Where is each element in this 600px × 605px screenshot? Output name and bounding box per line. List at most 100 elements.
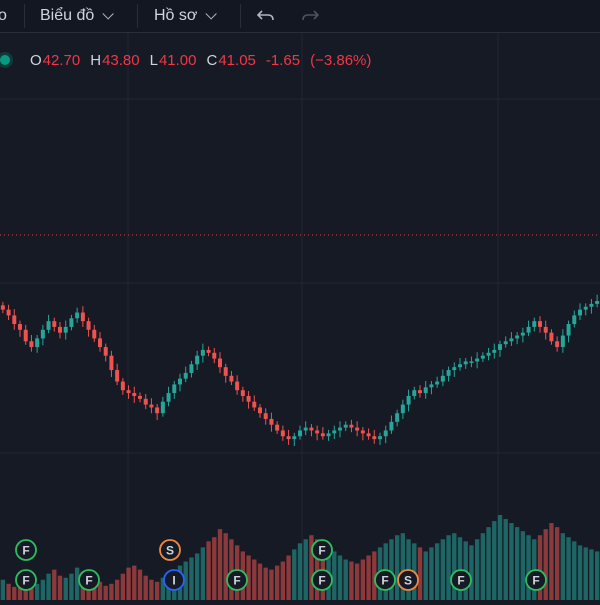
- volume-bar: [34, 583, 40, 600]
- candle-body: [52, 321, 57, 327]
- candle-body: [589, 303, 594, 307]
- event-marker-orange: [397, 569, 419, 591]
- candle-body: [200, 349, 205, 356]
- event-marker-green: [15, 569, 37, 591]
- volume-bar: [474, 539, 480, 600]
- candle-body: [560, 335, 565, 348]
- candle-body: [92, 329, 97, 339]
- candle-body: [229, 375, 234, 382]
- volume-bar: [337, 555, 343, 600]
- volume-bar: [309, 535, 314, 600]
- open-value: 42.70: [42, 51, 81, 69]
- candle-body: [583, 306, 588, 310]
- candle-body: [303, 427, 308, 431]
- event-marker-label: F: [233, 574, 240, 588]
- high-key: H: [90, 51, 102, 69]
- volume-bar: [160, 577, 166, 600]
- candle-body: [98, 338, 102, 348]
- volume-bar: [583, 547, 588, 600]
- volume-bar: [486, 527, 491, 600]
- volume-bar: [194, 553, 200, 600]
- candle-body: [572, 315, 577, 325]
- candle-body: [12, 315, 17, 325]
- candle-body: [435, 381, 440, 385]
- candle-body: [320, 433, 325, 437]
- volume-bar: [514, 527, 520, 600]
- volume-bar: [549, 523, 554, 600]
- profile-menu-button[interactable]: Hồ sơ: [154, 0, 218, 32]
- volume-bar: [292, 549, 297, 600]
- candle-body: [258, 407, 262, 414]
- volume-bar: [257, 563, 263, 600]
- close-value: 41.05: [218, 51, 256, 69]
- candle-body: [503, 341, 508, 345]
- volume-bar: [543, 529, 548, 600]
- event-marker-label: F: [22, 574, 29, 588]
- candle-body: [183, 372, 188, 379]
- volume-bar: [229, 539, 234, 600]
- volume-bar: [97, 581, 103, 600]
- candle-body: [498, 344, 502, 350]
- volume-bar: [120, 573, 126, 600]
- candle-body: [543, 326, 548, 333]
- volume-bar: [12, 586, 17, 600]
- candle-body: [160, 401, 165, 414]
- candle-body: [360, 430, 365, 434]
- candle-body: [292, 436, 297, 440]
- close-key: C: [206, 51, 218, 69]
- volume-bar: [114, 579, 120, 600]
- candle-body: [406, 395, 411, 405]
- candle-body: [532, 321, 537, 327]
- volume-bar: [246, 555, 251, 600]
- candle-body: [343, 424, 348, 428]
- event-marker-green: [450, 569, 472, 591]
- volume-bar: [560, 533, 566, 600]
- candle-body: [446, 370, 451, 376]
- volume-bar: [594, 551, 600, 600]
- candle-body: [115, 370, 120, 382]
- event-marker-label: S: [166, 544, 174, 558]
- candle-body: [246, 395, 251, 402]
- volume-bar: [469, 545, 474, 600]
- volume-bar: [280, 561, 286, 600]
- candle-body: [355, 427, 360, 431]
- candle-body: [418, 390, 422, 394]
- volume-bar: [149, 579, 154, 600]
- candle-body: [63, 326, 68, 333]
- candle-body: [149, 404, 154, 408]
- event-marker-label: F: [457, 574, 464, 588]
- candle-body: [338, 427, 342, 431]
- volume-bar: [286, 555, 291, 600]
- candle-body: [109, 355, 114, 371]
- candle-body: [429, 384, 434, 388]
- undo-button[interactable]: [256, 0, 276, 32]
- volume-bar: [183, 561, 188, 600]
- volume-bar: [503, 519, 508, 600]
- status-dot: [0, 55, 10, 65]
- candle-body: [566, 324, 571, 336]
- volume-bar: [452, 533, 457, 600]
- candle-body: [332, 430, 337, 434]
- candlestick-chart[interactable]: F F F S I F F F F S F F: [0, 33, 600, 600]
- undo-icon: [256, 10, 274, 21]
- candle-body: [492, 349, 497, 353]
- chart-pane[interactable]: F F F S I F F F F S F F: [0, 33, 600, 600]
- candle-body: [509, 338, 514, 342]
- chart-menu-button[interactable]: Biểu đồ: [40, 0, 115, 32]
- redo-button[interactable]: [300, 0, 320, 32]
- candle-body: [275, 424, 280, 431]
- top-toolbar: o Biểu đồ Hồ sơ: [0, 0, 600, 33]
- volume-bar: [526, 535, 531, 600]
- candle-body: [40, 329, 45, 339]
- volume-bar: [360, 559, 366, 600]
- candle-body: [526, 326, 531, 333]
- candle-body: [378, 436, 382, 440]
- candle-body: [0, 305, 5, 310]
- toolbar-partial-item[interactable]: o: [0, 7, 7, 24]
- candle-body: [309, 427, 314, 431]
- candle-body: [280, 430, 285, 437]
- volume-bar: [446, 535, 451, 600]
- toolbar-divider: [137, 4, 138, 28]
- candle-body: [143, 398, 148, 405]
- candle-body: [178, 378, 182, 385]
